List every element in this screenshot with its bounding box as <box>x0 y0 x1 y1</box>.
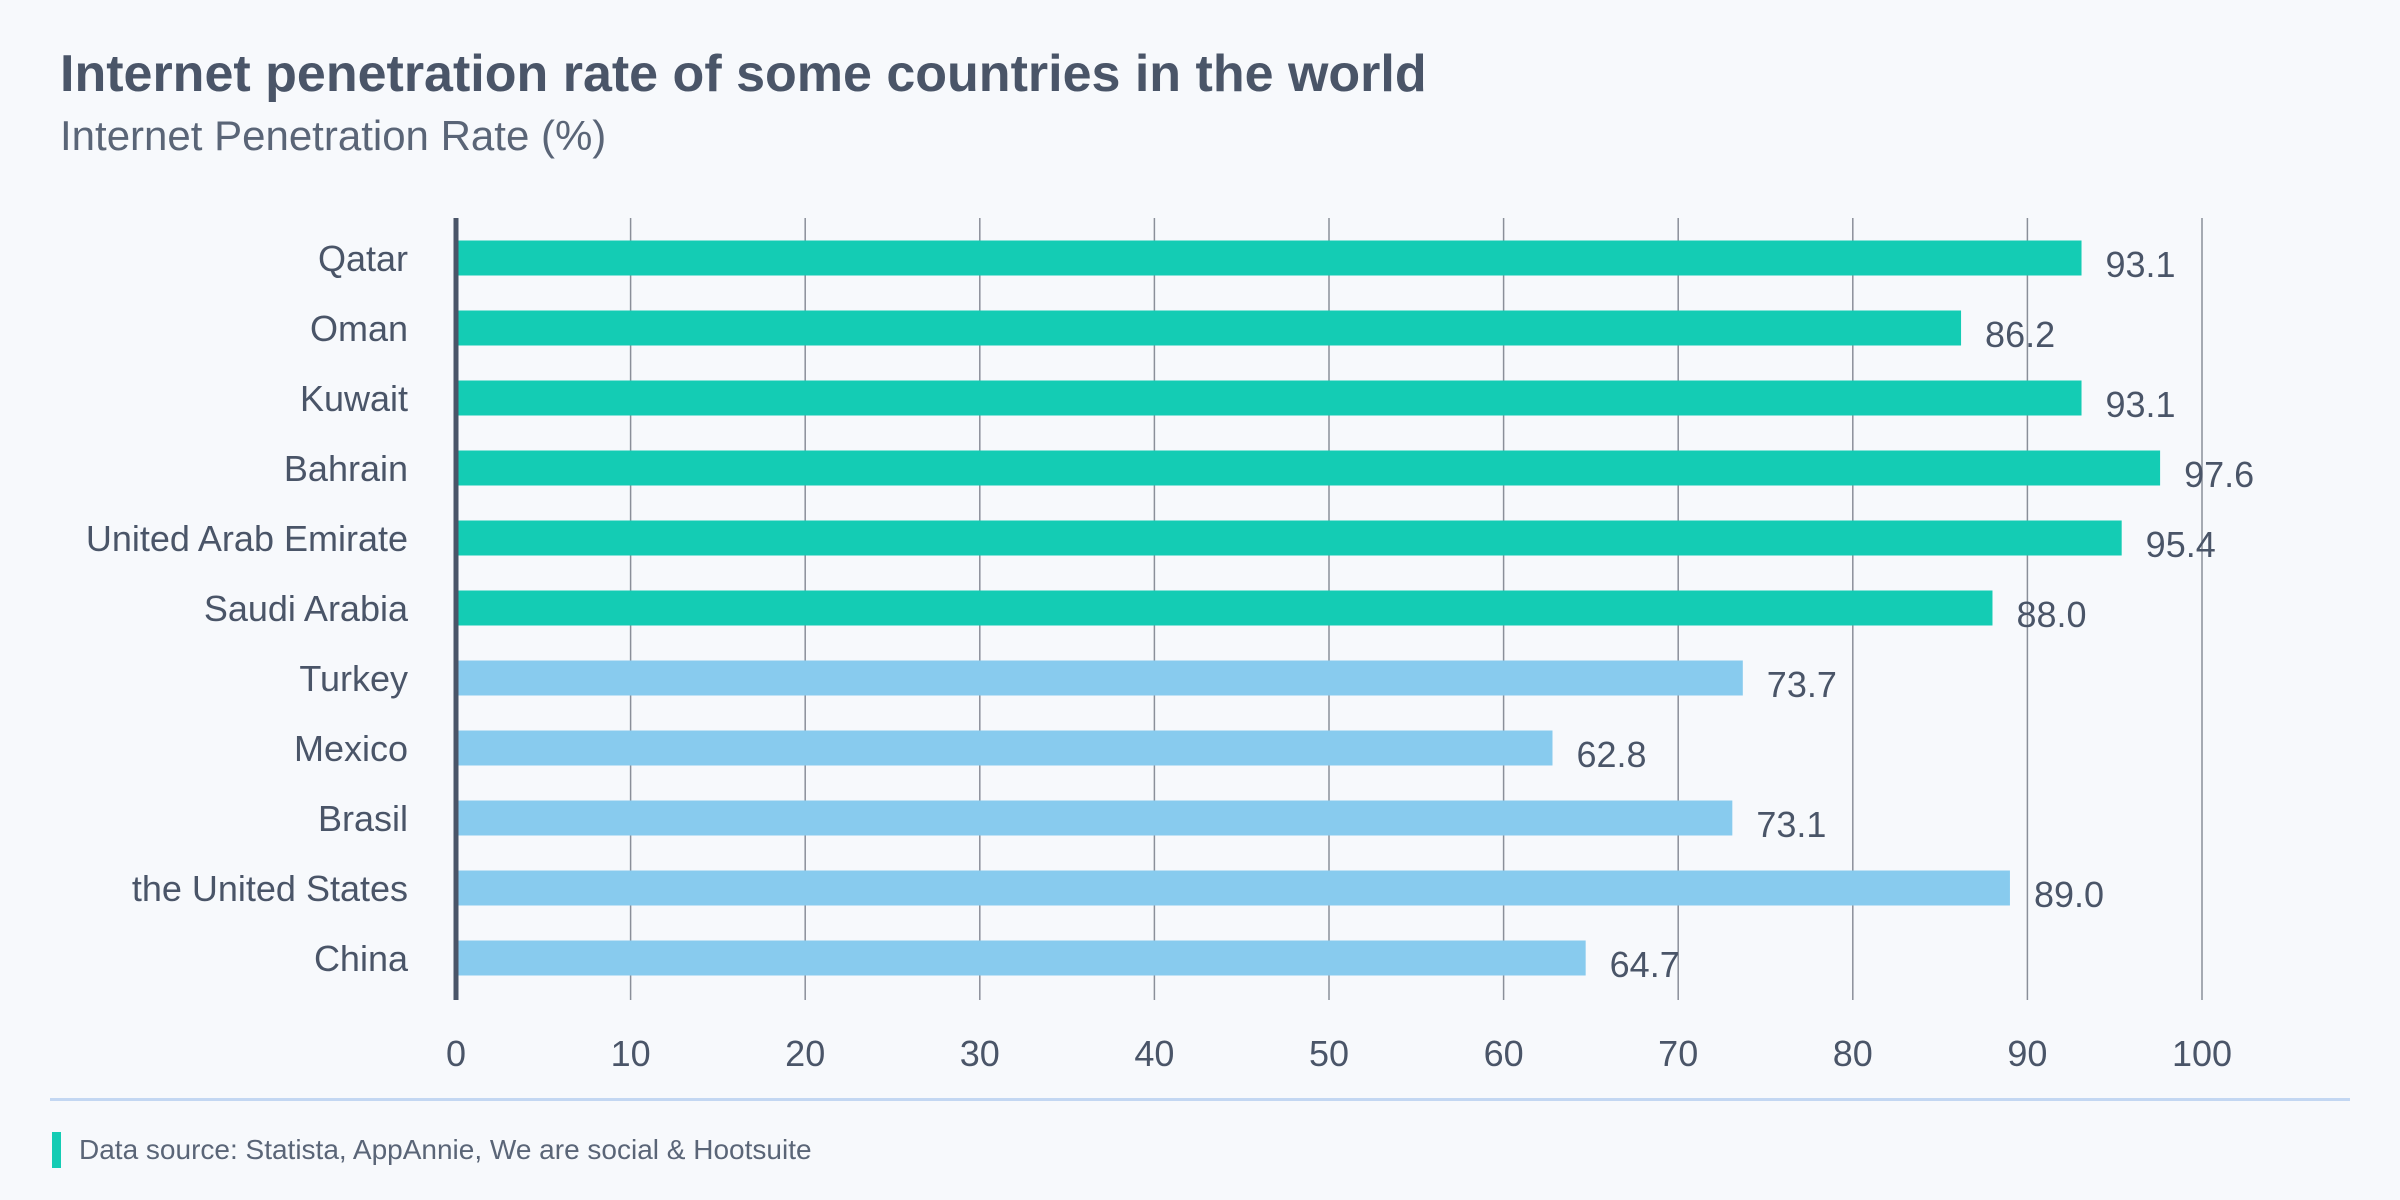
bar-the-united-states <box>456 870 2010 906</box>
x-tick-label-70: 70 <box>1658 1033 1698 1074</box>
x-tick-label-10: 10 <box>611 1033 651 1074</box>
data-source: Data source: Statista, AppAnnie, We are … <box>52 1132 812 1168</box>
bar-saudi-arabia <box>456 590 1993 626</box>
x-tick-label-20: 20 <box>785 1033 825 1074</box>
bar-brasil <box>456 800 1733 836</box>
x-tick-label-0: 0 <box>446 1033 466 1074</box>
bar-oman <box>456 310 1962 346</box>
category-label-united-arab-emirate: United Arab Emirate <box>86 518 408 559</box>
category-label-saudi-arabia: Saudi Arabia <box>204 588 409 629</box>
category-label-turkey: Turkey <box>299 658 408 699</box>
source-text: Data source: Statista, AppAnnie, We are … <box>79 1134 812 1165</box>
x-tick-label-30: 30 <box>960 1033 1000 1074</box>
value-label-brasil: 73.1 <box>1756 804 1826 845</box>
x-tick-label-80: 80 <box>1833 1033 1873 1074</box>
category-label-oman: Oman <box>310 308 408 349</box>
x-tick-label-60: 60 <box>1484 1033 1524 1074</box>
value-label-bahrain: 97.6 <box>2184 454 2254 495</box>
value-label-saudi-arabia: 88.0 <box>2016 594 2086 635</box>
x-tick-label-100: 100 <box>2172 1033 2232 1074</box>
value-label-kuwait: 93.1 <box>2106 384 2176 425</box>
bar-united-arab-emirate <box>456 520 2122 556</box>
value-label-mexico: 62.8 <box>1576 734 1646 775</box>
footer-divider <box>50 1098 2350 1101</box>
category-label-qatar: Qatar <box>318 238 408 279</box>
category-label-china: China <box>314 938 409 979</box>
category-label-mexico: Mexico <box>294 728 408 769</box>
value-label-oman: 86.2 <box>1985 314 2055 355</box>
category-label-the-united-states: the United States <box>132 868 408 909</box>
x-tick-label-50: 50 <box>1309 1033 1349 1074</box>
category-label-bahrain: Bahrain <box>284 448 408 489</box>
value-label-china: 64.7 <box>1610 944 1680 985</box>
bar-turkey <box>456 660 1743 696</box>
category-label-brasil: Brasil <box>318 798 408 839</box>
value-label-the-united-states: 89.0 <box>2034 874 2104 915</box>
bar-china <box>456 940 1586 976</box>
value-label-united-arab-emirate: 95.4 <box>2146 524 2216 565</box>
chart-subtitle: Internet Penetration Rate (%) <box>60 112 607 159</box>
bar-mexico <box>456 730 1553 766</box>
bar-bahrain <box>456 450 2161 486</box>
value-label-turkey: 73.7 <box>1767 664 1837 705</box>
value-label-qatar: 93.1 <box>2106 244 2176 285</box>
x-tick-label-40: 40 <box>1134 1033 1174 1074</box>
chart-title: Internet penetration rate of some countr… <box>60 45 1427 103</box>
x-tick-label-90: 90 <box>2007 1033 2047 1074</box>
bar-qatar <box>456 240 2082 276</box>
source-accent-mark <box>52 1132 61 1168</box>
bar-kuwait <box>456 380 2082 416</box>
category-label-kuwait: Kuwait <box>300 378 408 419</box>
